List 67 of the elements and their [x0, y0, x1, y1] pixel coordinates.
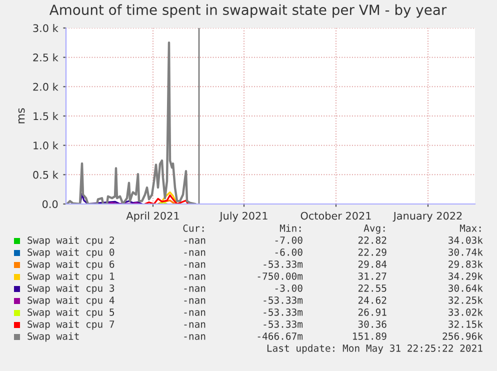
text: 34.29k [448, 272, 483, 280]
text: -nan [184, 250, 206, 256]
text: 30.36 [358, 320, 386, 328]
text: -nan [184, 322, 206, 328]
text: 30.64k [448, 284, 483, 292]
legend-label: Swap wait cpu 2 [28, 236, 114, 246]
line-series [159, 191, 178, 204]
y-tick-label: 0.0 [42, 200, 58, 208]
text: 22.29 [358, 248, 386, 256]
x-tick-label: July 2021 [219, 212, 268, 222]
text: Min: [280, 224, 301, 232]
text: 32.15k [448, 320, 483, 328]
text: 31.27 [358, 272, 386, 280]
text: 32.25k [448, 296, 483, 304]
y-tick-label: 1.0 k [34, 141, 58, 150]
text: 256.96k [442, 332, 483, 340]
y-axis-title: ms [18, 108, 25, 124]
text: -nan [184, 298, 206, 304]
y-tick-label: 2.5 k [33, 53, 58, 62]
text: 33.02k [448, 308, 483, 316]
text: -53.33m [264, 320, 303, 328]
y-tick-label: 2.0 k [33, 82, 58, 91]
text: -nan [184, 286, 206, 292]
legend-label: Swap wait cpu 0 [28, 248, 114, 258]
text: -nan [184, 262, 206, 268]
y-tick-label: 1.5 k [34, 112, 58, 120]
text: Cur: [183, 224, 204, 232]
text: -nan [184, 274, 206, 280]
text: 26.91 [358, 308, 386, 316]
legend-label: Swap wait cpu 3 [28, 284, 114, 294]
text: -nan [184, 334, 206, 340]
x-tick-label: April 2021 [126, 212, 179, 222]
text: -7.00 [275, 236, 302, 244]
y-tick-label: 3.0 k [33, 24, 58, 32]
text: -nan [184, 238, 206, 244]
legend-label: Swap wait cpu 4 [28, 296, 114, 306]
text: -750.00m [258, 272, 303, 280]
x-tick-label: January 2022 [392, 212, 462, 222]
line-series [66, 42, 196, 204]
y-tick-label: 0.5 k [33, 170, 58, 179]
line-series [144, 194, 189, 204]
text: -6.00 [275, 248, 302, 256]
text: 24.62 [358, 296, 386, 304]
legend-label: Swap wait cpu 6 [28, 260, 114, 270]
legend-label: Swap wait cpu 1 [28, 272, 114, 282]
text: 22.55 [358, 284, 386, 292]
text: -53.33m [264, 308, 303, 316]
text: 151.89 [353, 332, 386, 340]
line-series [79, 193, 143, 204]
text: 34.03k [448, 236, 483, 244]
legend-label: Swap wait cpu 5 [28, 308, 114, 318]
text: -3.00 [275, 284, 302, 292]
legend-label: Swap wait cpu 7 [28, 320, 114, 330]
text: -466.67m [258, 332, 303, 340]
legend-label: Swap wait [28, 332, 79, 342]
text: 30.74k [448, 248, 483, 256]
text: -nan [184, 310, 206, 316]
x-tick-label: October 2021 [300, 212, 371, 220]
chart-title: Amount of time spent in swapwait state per VM - by year [49, 4, 447, 18]
text: 29.84 [358, 260, 387, 268]
text: 22.82 [358, 236, 386, 244]
text: -53.33m [264, 260, 303, 268]
text: -53.33m [264, 296, 303, 304]
text: Last update: Mon May 31 22:25:22 2021 [267, 344, 482, 354]
text: 29.83k [448, 260, 483, 268]
text: Avg: [364, 224, 385, 234]
text: Max: [460, 224, 481, 232]
